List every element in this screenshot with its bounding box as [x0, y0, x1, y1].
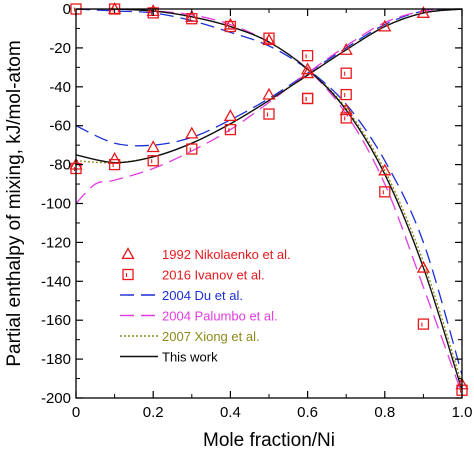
y-tick-label: -180	[41, 351, 71, 368]
data-point-triangle	[223, 17, 238, 30]
data-point-square-box	[263, 108, 275, 120]
data-point-square	[340, 112, 352, 124]
data-point-square	[301, 92, 314, 105]
data-point-triangle	[262, 87, 276, 100]
series-2004-du-et-al--line-ti-branch	[76, 9, 462, 147]
data-point-triangle	[300, 62, 315, 75]
data-point-triangle	[300, 66, 315, 79]
data-point-triangle	[339, 43, 353, 55]
x-tick-label: 0.2	[143, 404, 164, 421]
data-point-square	[417, 318, 430, 330]
data-point-square	[108, 158, 121, 171]
data-point-square-box	[224, 20, 237, 33]
legend-label: 1992 Nikolaenko et al.	[162, 247, 291, 262]
axes: 0 0.2 0.4 0.6 0.8 1.0 0 -20 -40 -60 -80 -100 -120 -14…	[41, 1, 472, 421]
data-point-square-box	[108, 158, 121, 171]
data-point-square-box	[417, 318, 430, 330]
legend-symbol-triangle	[121, 247, 135, 260]
x-tick-label: 0.8	[374, 404, 395, 421]
y-tick-label: -20	[49, 40, 71, 57]
data-point-square	[224, 20, 237, 33]
series-2004-palumbo-et-al--line-ti-branch	[76, 9, 462, 204]
legend-label: 2004 Du et al.	[162, 288, 243, 303]
data-point-triangle	[416, 6, 431, 18]
plot-frame	[75, 8, 463, 399]
x-tick-label: 0.4	[220, 404, 241, 421]
data-point-square-box	[186, 143, 198, 155]
data-point-triangle	[339, 103, 353, 116]
data-point-square	[340, 88, 352, 101]
data-point-square-box	[340, 67, 352, 79]
legend-label: This work	[162, 350, 218, 365]
data-point-triangle	[416, 260, 431, 273]
legend-label: 2016 Ivanov et al.	[162, 268, 265, 283]
data-point-square	[263, 108, 275, 120]
legend: 1992 Nikolaenko et al. 2016 Ivanov et al.…	[120, 247, 291, 365]
data-point-square	[340, 67, 352, 79]
x-axis-label: Mole fraction/Ni	[203, 430, 335, 451]
data-point-square-box	[340, 112, 352, 124]
series-this-work-line-ni-branch	[76, 9, 462, 391]
data-point-square-box	[301, 92, 314, 105]
series-2007-xiong-et-al--line-ti-branch	[76, 9, 462, 164]
y-tick-label: -40	[49, 79, 71, 96]
data-point-triangle	[185, 126, 199, 139]
y-tick-label: -140	[41, 273, 71, 290]
data-point-square-box	[301, 50, 314, 62]
data-point-triangle	[146, 140, 160, 153]
data-point-triangle	[378, 163, 392, 176]
data-point-square-box	[301, 92, 314, 105]
y-tick-label: 0	[63, 1, 71, 18]
legend-symbol-square-box	[122, 268, 134, 281]
data-point-square-box	[263, 32, 275, 44]
series-this-work-line-ti-branch	[76, 9, 462, 164]
data-point-square	[263, 32, 275, 44]
data-point-square	[186, 13, 198, 25]
data-point-square	[301, 92, 314, 105]
legend-label: 2007 Xiong et al.	[162, 329, 260, 344]
data-point-triangle	[107, 151, 122, 164]
y-tick-label: -80	[49, 157, 71, 174]
data-point-square	[301, 50, 314, 62]
data-point-square	[224, 123, 237, 136]
plot-area	[69, 2, 469, 396]
data-point-square	[147, 7, 159, 19]
y-tick-label: -100	[41, 196, 71, 213]
data-point-square-box	[340, 88, 352, 101]
y-tick-label: -200	[41, 390, 71, 407]
data-point-triangle	[223, 109, 238, 122]
y-tick-label: -120	[41, 234, 71, 251]
data-point-square-box	[224, 123, 237, 136]
y-tick-label: -160	[41, 312, 71, 329]
data-point-square-box	[379, 186, 391, 198]
data-point-square	[186, 143, 198, 155]
legend-label: 2004 Palumbo et al.	[162, 309, 278, 324]
data-point-triangle	[262, 33, 276, 46]
data-point-square-box	[186, 13, 198, 25]
x-tick-label: 0.6	[297, 404, 318, 421]
data-point-square	[379, 186, 391, 198]
data-point-triangle	[378, 19, 392, 32]
x-tick-label: 0	[72, 404, 80, 421]
x-tick-label: 1.0	[452, 404, 473, 421]
legend-symbol-square	[122, 268, 134, 281]
y-tick-label: -60	[49, 118, 71, 135]
y-axis-label: Partial enthalpy of mixing, kJ/mol-atom	[4, 40, 25, 366]
data-point-square-box	[147, 155, 159, 167]
data-point-triangle	[185, 9, 199, 22]
data-point-square-box	[147, 7, 159, 19]
data-point-square	[147, 155, 159, 167]
